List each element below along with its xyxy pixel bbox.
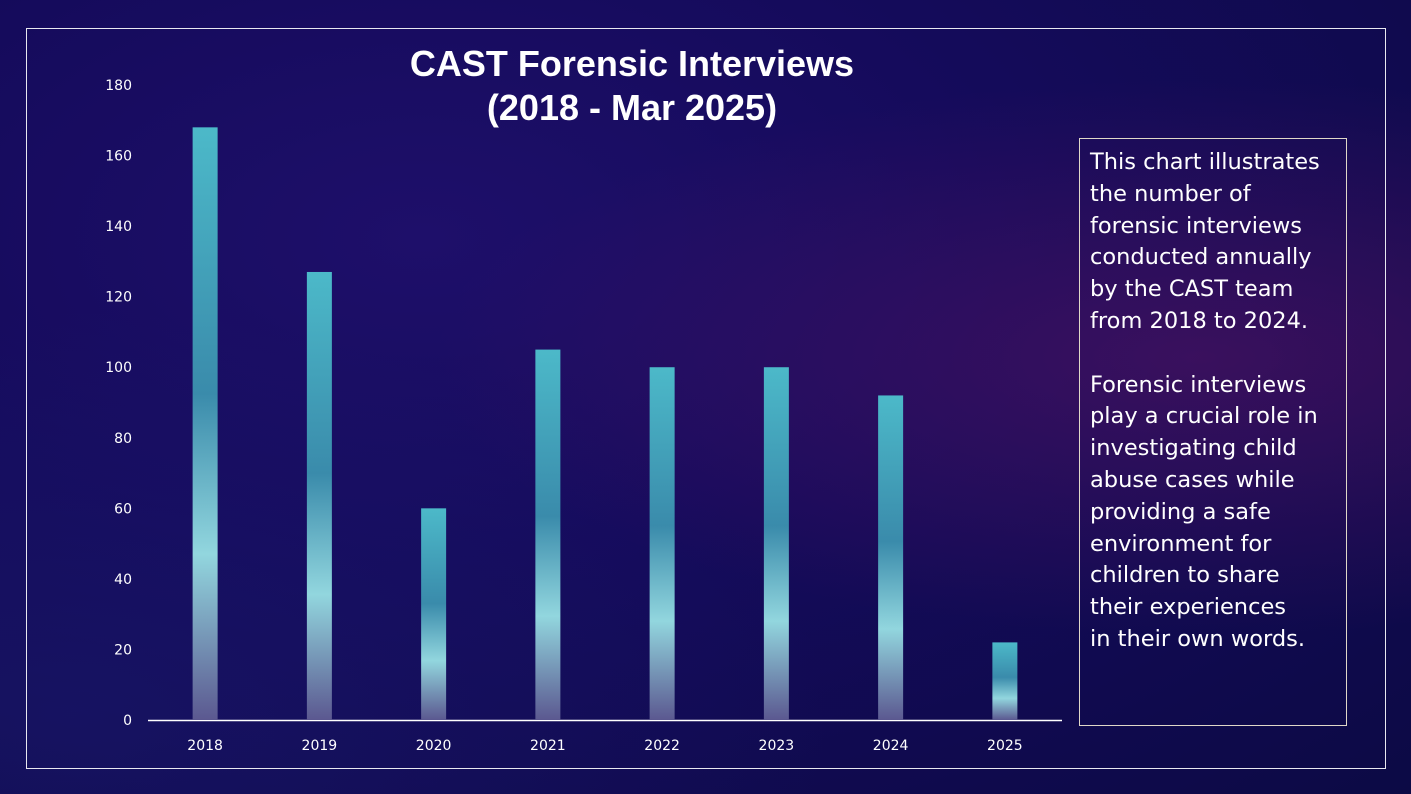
y-tick-label: 120 xyxy=(105,290,132,306)
bar-2018 xyxy=(192,127,218,721)
y-tick-label: 20 xyxy=(114,642,132,658)
x-tick-label: 2024 xyxy=(873,738,909,754)
bar-2021 xyxy=(535,349,561,720)
y-tick-label: 80 xyxy=(114,431,132,447)
x-tick-label: 2020 xyxy=(416,738,452,754)
y-tick-label: 0 xyxy=(123,713,132,729)
chart-title: CAST Forensic Interviews (2018 - Mar 202… xyxy=(332,42,932,130)
y-tick-label: 60 xyxy=(114,501,132,517)
bar-2020 xyxy=(421,508,447,720)
x-tick-label: 2021 xyxy=(530,738,566,754)
y-tick-label: 40 xyxy=(114,572,132,588)
y-tick-label: 100 xyxy=(105,360,132,376)
bar-2023 xyxy=(763,367,789,720)
bar-2019 xyxy=(306,271,332,720)
x-tick-label: 2019 xyxy=(302,738,338,754)
x-tick-label: 2018 xyxy=(187,738,223,754)
x-tick-label: 2023 xyxy=(759,738,795,754)
x-tick-label: 2022 xyxy=(644,738,680,754)
title-line-1: CAST Forensic Interviews xyxy=(409,43,855,84)
description-text-box: This chart illustrates the number of for… xyxy=(1079,138,1347,726)
y-tick-label: 140 xyxy=(105,219,132,235)
bar-2022 xyxy=(649,367,675,720)
x-tick-label: 2025 xyxy=(987,738,1023,754)
y-tick-label: 160 xyxy=(105,149,132,165)
bar-2024 xyxy=(878,395,904,720)
chart-frame xyxy=(26,28,1386,769)
y-tick-label: 180 xyxy=(105,78,132,94)
title-line-2: (2018 - Mar 2025) xyxy=(486,87,778,128)
bar-2025 xyxy=(992,642,1018,720)
